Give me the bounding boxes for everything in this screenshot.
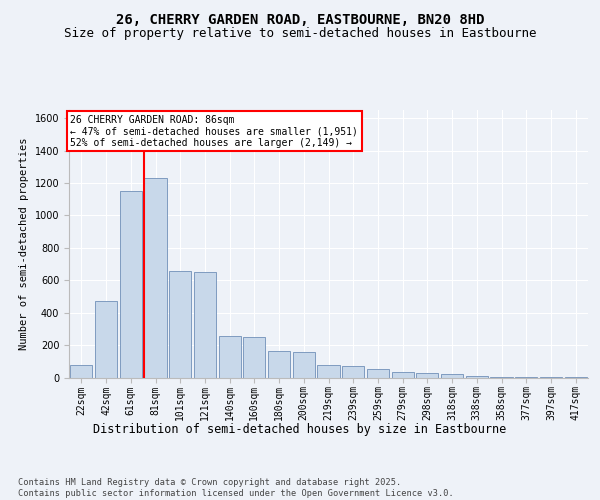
Text: Size of property relative to semi-detached houses in Eastbourne: Size of property relative to semi-detach… [64, 28, 536, 40]
Bar [490, 376, 512, 378]
Bar [317, 366, 340, 378]
Bar [342, 366, 364, 378]
Bar [392, 372, 414, 378]
Bar [119, 191, 142, 378]
Bar [441, 374, 463, 378]
Bar [95, 302, 117, 378]
Bar [466, 376, 488, 378]
Bar [169, 272, 191, 378]
Bar [515, 377, 538, 378]
Text: Distribution of semi-detached houses by size in Eastbourne: Distribution of semi-detached houses by … [94, 422, 506, 436]
Bar [367, 370, 389, 378]
Bar [416, 372, 439, 378]
Bar [293, 352, 315, 378]
Bar [194, 272, 216, 378]
Bar [70, 366, 92, 378]
Bar [145, 178, 167, 378]
Text: Contains HM Land Registry data © Crown copyright and database right 2025.
Contai: Contains HM Land Registry data © Crown c… [18, 478, 454, 498]
Bar [243, 337, 265, 378]
Text: 26, CHERRY GARDEN ROAD, EASTBOURNE, BN20 8HD: 26, CHERRY GARDEN ROAD, EASTBOURNE, BN20… [116, 12, 484, 26]
Text: 26 CHERRY GARDEN ROAD: 86sqm
← 47% of semi-detached houses are smaller (1,951)
5: 26 CHERRY GARDEN ROAD: 86sqm ← 47% of se… [70, 115, 358, 148]
Y-axis label: Number of semi-detached properties: Number of semi-detached properties [19, 138, 29, 350]
Bar [218, 336, 241, 378]
Bar [268, 351, 290, 378]
